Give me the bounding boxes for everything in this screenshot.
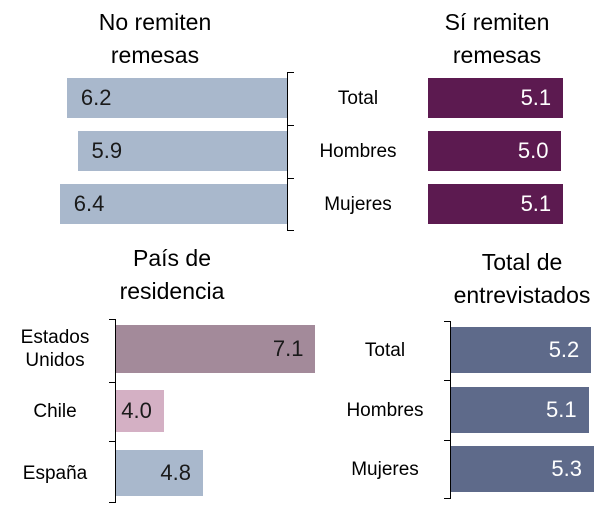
value-label: 4.0 — [121, 398, 152, 423]
value-label: 5.0 — [517, 138, 549, 163]
panel-title: Total de entrevistados — [453, 249, 591, 308]
axis-tick — [109, 441, 116, 442]
category-label: Hombres — [346, 399, 424, 421]
axis-tick — [287, 124, 294, 126]
category-label: Hombres — [319, 140, 397, 162]
axis-tick — [444, 439, 451, 441]
bar — [115, 450, 203, 496]
category-label: Estados Unidos — [20, 327, 90, 371]
category-label: España — [22, 462, 88, 484]
panel-title: Sí remiten remesas — [444, 9, 550, 68]
category-label: Mujeres — [351, 458, 419, 480]
bar — [115, 390, 164, 432]
category-label: Mujeres — [324, 193, 392, 215]
bar — [77, 131, 287, 171]
bar — [428, 78, 564, 118]
value-label: 4.8 — [160, 460, 191, 485]
axis-line — [115, 319, 116, 502]
axis-tick — [287, 230, 294, 231]
value-label: 7.1 — [272, 336, 304, 361]
axis-tick — [444, 380, 451, 381]
panel-title: País de residencia — [119, 245, 225, 304]
axis-line — [450, 321, 451, 498]
value-label: 6.4 — [73, 191, 105, 216]
axis-tick — [444, 321, 451, 322]
panel-title: No remiten remesas — [98, 9, 212, 68]
value-label: 5.2 — [548, 337, 580, 362]
value-label: 5.9 — [91, 138, 123, 163]
axis-tick — [287, 72, 294, 73]
bar — [450, 327, 592, 373]
value-label: 5.1 — [520, 85, 552, 110]
value-label: 5.1 — [545, 397, 577, 422]
axis-tick — [287, 177, 294, 179]
bar — [115, 325, 316, 373]
bar — [450, 387, 589, 433]
axis-line — [287, 72, 288, 230]
bar — [59, 184, 287, 224]
value-label: 6.2 — [80, 85, 112, 110]
category-label: Total — [364, 339, 406, 361]
bar — [66, 78, 287, 118]
axis-tick — [109, 319, 116, 320]
bar — [428, 184, 564, 224]
axis-tick — [444, 498, 451, 499]
category-label: Chile — [33, 400, 77, 422]
value-label: 5.3 — [551, 456, 582, 481]
category-label: Total — [337, 87, 379, 109]
axis-tick — [109, 502, 116, 503]
axis-tick — [109, 381, 116, 383]
value-label: 5.1 — [520, 191, 552, 216]
bar — [428, 131, 561, 171]
bar — [450, 446, 594, 492]
